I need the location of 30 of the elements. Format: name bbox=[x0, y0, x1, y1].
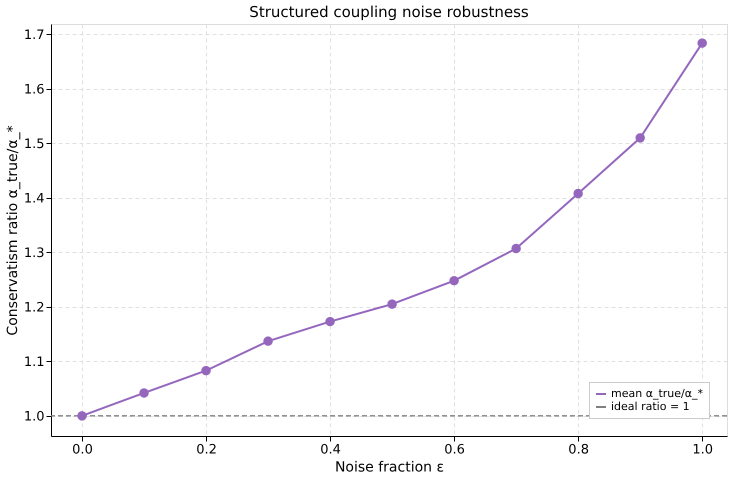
y-tick-label: 1.0 bbox=[24, 409, 44, 424]
point bbox=[573, 188, 583, 198]
y-tick-label: 1.2 bbox=[24, 300, 44, 316]
x-tick-label: 0.2 bbox=[196, 442, 217, 458]
y-tick-label: 1.5 bbox=[24, 136, 44, 152]
x-tick-label: 0.4 bbox=[320, 442, 341, 458]
x-tick-label: 0.6 bbox=[444, 442, 465, 458]
y-tick-label: 1.3 bbox=[24, 246, 44, 261]
x-tick-label: 0.8 bbox=[568, 442, 589, 458]
x-axis-title: Noise fraction ε bbox=[334, 460, 444, 476]
point bbox=[387, 299, 397, 309]
point bbox=[139, 388, 149, 398]
x-tick-label: 1.0 bbox=[692, 442, 714, 458]
point bbox=[635, 133, 645, 143]
point bbox=[325, 316, 335, 326]
point bbox=[201, 366, 211, 376]
y-tick-label: 1.7 bbox=[24, 28, 44, 43]
legend-label: mean α_true/α_* bbox=[611, 387, 704, 400]
y-axis-title: Conservatism ratio α_true/α_* bbox=[4, 125, 21, 336]
point bbox=[77, 411, 87, 421]
point bbox=[449, 276, 459, 286]
ref-line-label: ideal ratio = 1 bbox=[611, 400, 690, 413]
chart-title: Structured coupling noise robustness bbox=[249, 3, 529, 21]
y-tick-label: 1.4 bbox=[24, 191, 44, 206]
x-tick-label: 0.0 bbox=[72, 442, 93, 458]
point bbox=[263, 336, 273, 346]
point bbox=[697, 38, 707, 48]
y-tick-label: 1.6 bbox=[24, 82, 44, 98]
y-tick-label: 1.1 bbox=[24, 354, 44, 370]
point bbox=[511, 244, 521, 254]
